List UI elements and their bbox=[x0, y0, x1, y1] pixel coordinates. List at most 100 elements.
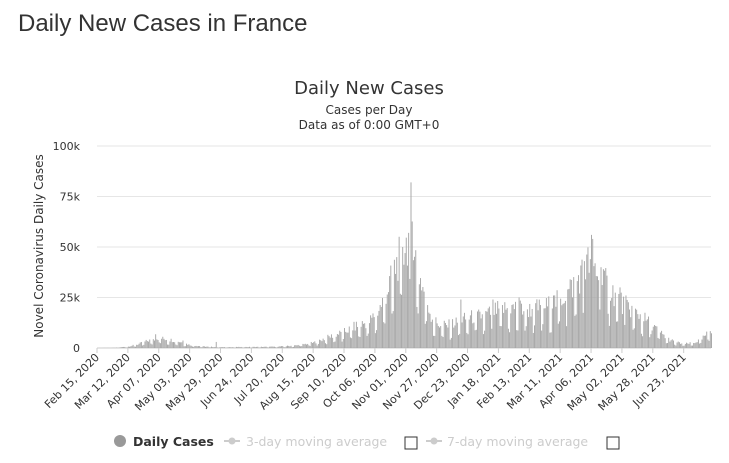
bar bbox=[130, 346, 132, 348]
bar bbox=[627, 302, 629, 348]
legend-item-daily-cases[interactable]: Daily Cases bbox=[114, 434, 214, 449]
bar bbox=[599, 309, 601, 348]
bar bbox=[696, 342, 698, 348]
bar bbox=[283, 347, 285, 348]
legend-item-7-day-average[interactable]: 7-day moving average bbox=[426, 434, 588, 449]
legend-label-3-day: 3-day moving average bbox=[246, 434, 387, 449]
bar bbox=[458, 335, 459, 348]
bar bbox=[525, 326, 527, 348]
bar bbox=[674, 344, 676, 348]
bar bbox=[693, 342, 695, 348]
bar bbox=[604, 270, 606, 348]
bar bbox=[178, 342, 180, 348]
bar bbox=[638, 318, 640, 348]
bar bbox=[303, 344, 305, 348]
bar bbox=[262, 347, 264, 348]
bar bbox=[542, 324, 544, 348]
bar bbox=[207, 346, 209, 348]
bar bbox=[596, 276, 598, 348]
bar bbox=[188, 344, 190, 348]
bar bbox=[645, 320, 647, 348]
bar bbox=[417, 313, 419, 348]
bar bbox=[500, 326, 502, 348]
bar bbox=[487, 308, 489, 348]
bar bbox=[541, 330, 543, 348]
bar bbox=[556, 290, 558, 348]
bar bbox=[380, 306, 382, 348]
bar bbox=[608, 325, 610, 348]
y-tick-label: 25k bbox=[60, 292, 81, 305]
bar bbox=[294, 345, 296, 348]
bar bbox=[427, 305, 429, 348]
bar bbox=[163, 338, 165, 348]
bar bbox=[435, 317, 437, 348]
bar bbox=[140, 342, 142, 348]
checkbox-7-day[interactable] bbox=[606, 436, 620, 450]
bar bbox=[313, 342, 315, 348]
bar bbox=[287, 345, 288, 348]
bar bbox=[373, 317, 375, 348]
bar bbox=[135, 346, 136, 348]
bar bbox=[238, 346, 240, 348]
bar bbox=[598, 280, 600, 348]
bar bbox=[144, 341, 146, 348]
bar bbox=[247, 347, 249, 348]
bar bbox=[538, 299, 540, 348]
bar bbox=[513, 309, 515, 348]
bar bbox=[621, 314, 623, 348]
bar bbox=[151, 344, 153, 348]
bar bbox=[668, 337, 670, 348]
bar bbox=[474, 330, 476, 348]
bar bbox=[669, 341, 671, 348]
bar bbox=[687, 343, 689, 348]
bar bbox=[338, 334, 340, 348]
bar bbox=[453, 327, 455, 348]
bar bbox=[607, 313, 609, 348]
bar bbox=[572, 297, 573, 348]
bar bbox=[131, 345, 133, 348]
bar bbox=[583, 261, 585, 348]
bar bbox=[279, 346, 281, 348]
bar bbox=[319, 339, 321, 348]
bar bbox=[625, 295, 627, 348]
legend-item-3-day-average[interactable]: 3-day moving average bbox=[224, 434, 387, 449]
bar bbox=[665, 343, 667, 348]
bar bbox=[189, 345, 191, 348]
bar bbox=[589, 259, 591, 348]
bar bbox=[707, 339, 709, 348]
bar bbox=[664, 338, 666, 348]
bar bbox=[706, 331, 708, 348]
bar bbox=[434, 335, 436, 348]
bar bbox=[682, 345, 684, 348]
bar bbox=[340, 331, 342, 348]
bar bbox=[633, 328, 635, 348]
bar bbox=[321, 341, 323, 348]
bar bbox=[459, 333, 461, 348]
bar bbox=[558, 321, 560, 348]
bar bbox=[184, 346, 186, 348]
bar bbox=[510, 313, 512, 348]
bar bbox=[529, 303, 531, 348]
checkbox-3-day[interactable] bbox=[404, 436, 418, 450]
bar bbox=[475, 329, 477, 348]
legend-marker-daily-cases bbox=[114, 435, 126, 447]
bar bbox=[263, 346, 265, 348]
bar bbox=[346, 332, 348, 348]
bar bbox=[161, 338, 163, 348]
bar bbox=[626, 299, 628, 348]
bar bbox=[222, 347, 224, 348]
bar bbox=[275, 347, 277, 348]
bar bbox=[430, 321, 432, 348]
bar bbox=[612, 285, 614, 348]
bar bbox=[216, 347, 218, 348]
bar bbox=[282, 346, 284, 348]
bar bbox=[414, 256, 416, 348]
bar bbox=[386, 294, 388, 348]
bar bbox=[169, 341, 171, 348]
bar bbox=[187, 344, 189, 348]
bar bbox=[463, 312, 465, 348]
bar bbox=[624, 324, 626, 348]
bar bbox=[575, 314, 577, 348]
bar bbox=[405, 237, 407, 348]
bar bbox=[471, 310, 473, 348]
